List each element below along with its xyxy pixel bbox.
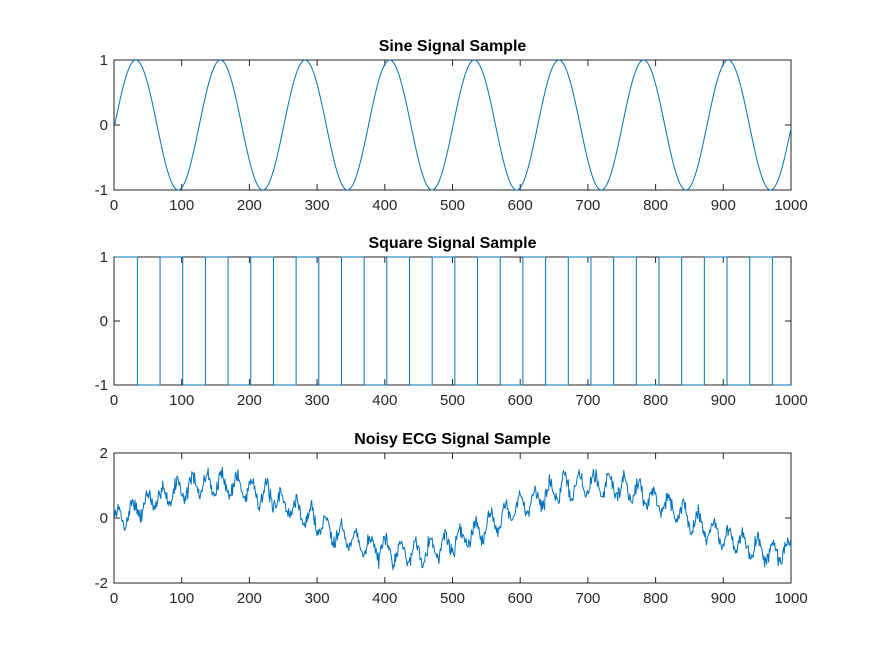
ecg-axis-ticks: 0 100 200 300 400 500 600 700 800 900 1000-202	[95, 445, 808, 607]
ecg-axes-box	[113, 452, 792, 584]
square-y-tick-label: -1	[95, 377, 108, 394]
sine-x-tick-label: 900	[711, 197, 736, 214]
square-subplot: Square Signal Sample 0 100 200 300 400 500 600…	[95, 235, 808, 409]
sine-subplot: Sine Signal Sample 0 100 200 300 400 500 600 70…	[95, 38, 808, 214]
ecg-chart-title: Noisy ECG Signal Sample	[354, 431, 551, 448]
ecg-x-tick-label: 900	[711, 590, 736, 607]
ecg-x-tick-label: 300	[305, 590, 330, 607]
square-x-tick-label: 600	[508, 392, 533, 409]
sine-series-line	[114, 59, 792, 191]
sine-x-tick-label: 0	[110, 197, 118, 214]
ecg-y-tick-label: 2	[100, 445, 108, 462]
square-x-tick-label: 0	[110, 392, 118, 409]
sine-x-tick-label: 700	[575, 197, 600, 214]
ecg-x-tick-label: 600	[508, 590, 533, 607]
sine-x-tick-label: 200	[237, 197, 262, 214]
sine-x-tick-label: 400	[372, 197, 397, 214]
ecg-x-tick-label: 700	[575, 590, 600, 607]
sine-x-tick-label: 500	[440, 197, 465, 214]
square-chart-title: Square Signal Sample	[368, 235, 536, 252]
ecg-subplot: Noisy ECG Signal Sample 0 100 200 300 400 500…	[95, 431, 808, 607]
sine-y-tick-label: 0	[100, 117, 108, 134]
square-axes-box	[113, 256, 792, 386]
ecg-y-tick-label: -2	[95, 575, 108, 592]
sine-x-tick-label: 800	[643, 197, 668, 214]
sine-y-tick-label: -1	[95, 182, 108, 199]
sine-x-tick-label: 1000	[774, 197, 807, 214]
square-series-line	[114, 256, 791, 386]
square-x-tick-label: 500	[440, 392, 465, 409]
sine-x-tick-label: 100	[169, 197, 194, 214]
ecg-x-tick-label: 0	[110, 590, 118, 607]
ecg-series-line	[114, 466, 792, 571]
square-y-tick-label: 0	[100, 313, 108, 330]
ecg-y-tick-label: 0	[100, 510, 108, 527]
square-y-tick-label: 1	[100, 249, 108, 266]
sine-axis-ticks: 0 100 200 300 400 500 600 700 800 900 1000-101	[95, 52, 808, 214]
square-x-tick-label: 400	[372, 392, 397, 409]
ecg-x-tick-label: 1000	[774, 590, 807, 607]
square-x-tick-label: 200	[237, 392, 262, 409]
sine-y-tick-label: 1	[100, 52, 108, 69]
sine-x-tick-label: 600	[508, 197, 533, 214]
ecg-x-tick-label: 500	[440, 590, 465, 607]
sine-x-tick-label: 300	[305, 197, 330, 214]
square-x-tick-label: 300	[305, 392, 330, 409]
square-x-tick-label: 900	[711, 392, 736, 409]
square-x-tick-label: 800	[643, 392, 668, 409]
square-x-tick-label: 700	[575, 392, 600, 409]
sine-axes-box	[113, 59, 792, 191]
ecg-x-tick-label: 400	[372, 590, 397, 607]
ecg-x-tick-label: 100	[169, 590, 194, 607]
ecg-x-tick-label: 200	[237, 590, 262, 607]
ecg-x-tick-label: 800	[643, 590, 668, 607]
sine-chart-title: Sine Signal Sample	[379, 38, 527, 55]
square-x-tick-label: 100	[169, 392, 194, 409]
square-x-tick-label: 1000	[774, 392, 807, 409]
square-axis-ticks: 0 100 200 300 400 500 600 700 800 900 1000-101	[95, 249, 808, 409]
